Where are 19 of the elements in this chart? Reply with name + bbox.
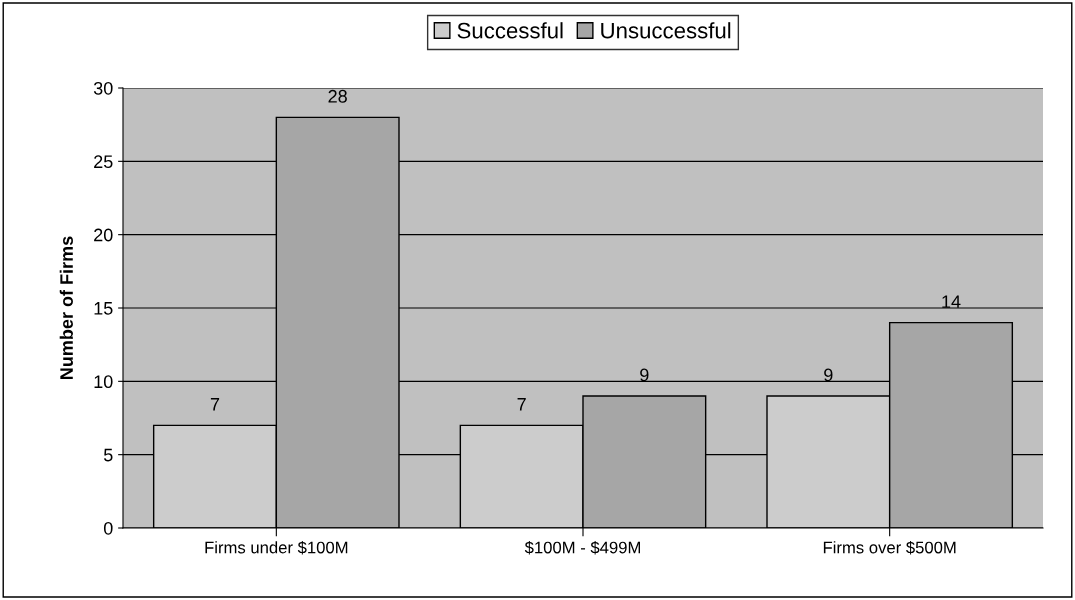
data-label: 9 [824, 368, 833, 382]
y-tick-label: 0 [103, 521, 113, 535]
x-tick-label: Firms under $100M [205, 540, 348, 555]
data-label: 9 [640, 368, 649, 382]
y-axis-title: Number of Firms [59, 236, 73, 380]
y-tick-label: 25 [94, 155, 113, 169]
data-label: 7 [210, 398, 220, 411]
y-tick-label: 10 [94, 375, 113, 389]
legend-label: Successful [457, 22, 563, 39]
y-tick-label: 30 [93, 81, 113, 95]
data-label: 7 [517, 398, 526, 411]
data-label: 28 [328, 89, 347, 103]
x-tick-label: $100M - $499M [524, 540, 640, 555]
legend-label: Unsuccessful [601, 22, 731, 39]
y-tick-label: 5 [103, 448, 113, 462]
y-tick-label: 20 [94, 228, 113, 242]
data-label: 14 [942, 295, 961, 308]
x-tick-label: Firms over $500M [823, 540, 956, 555]
y-tick-label: 15 [94, 302, 113, 315]
